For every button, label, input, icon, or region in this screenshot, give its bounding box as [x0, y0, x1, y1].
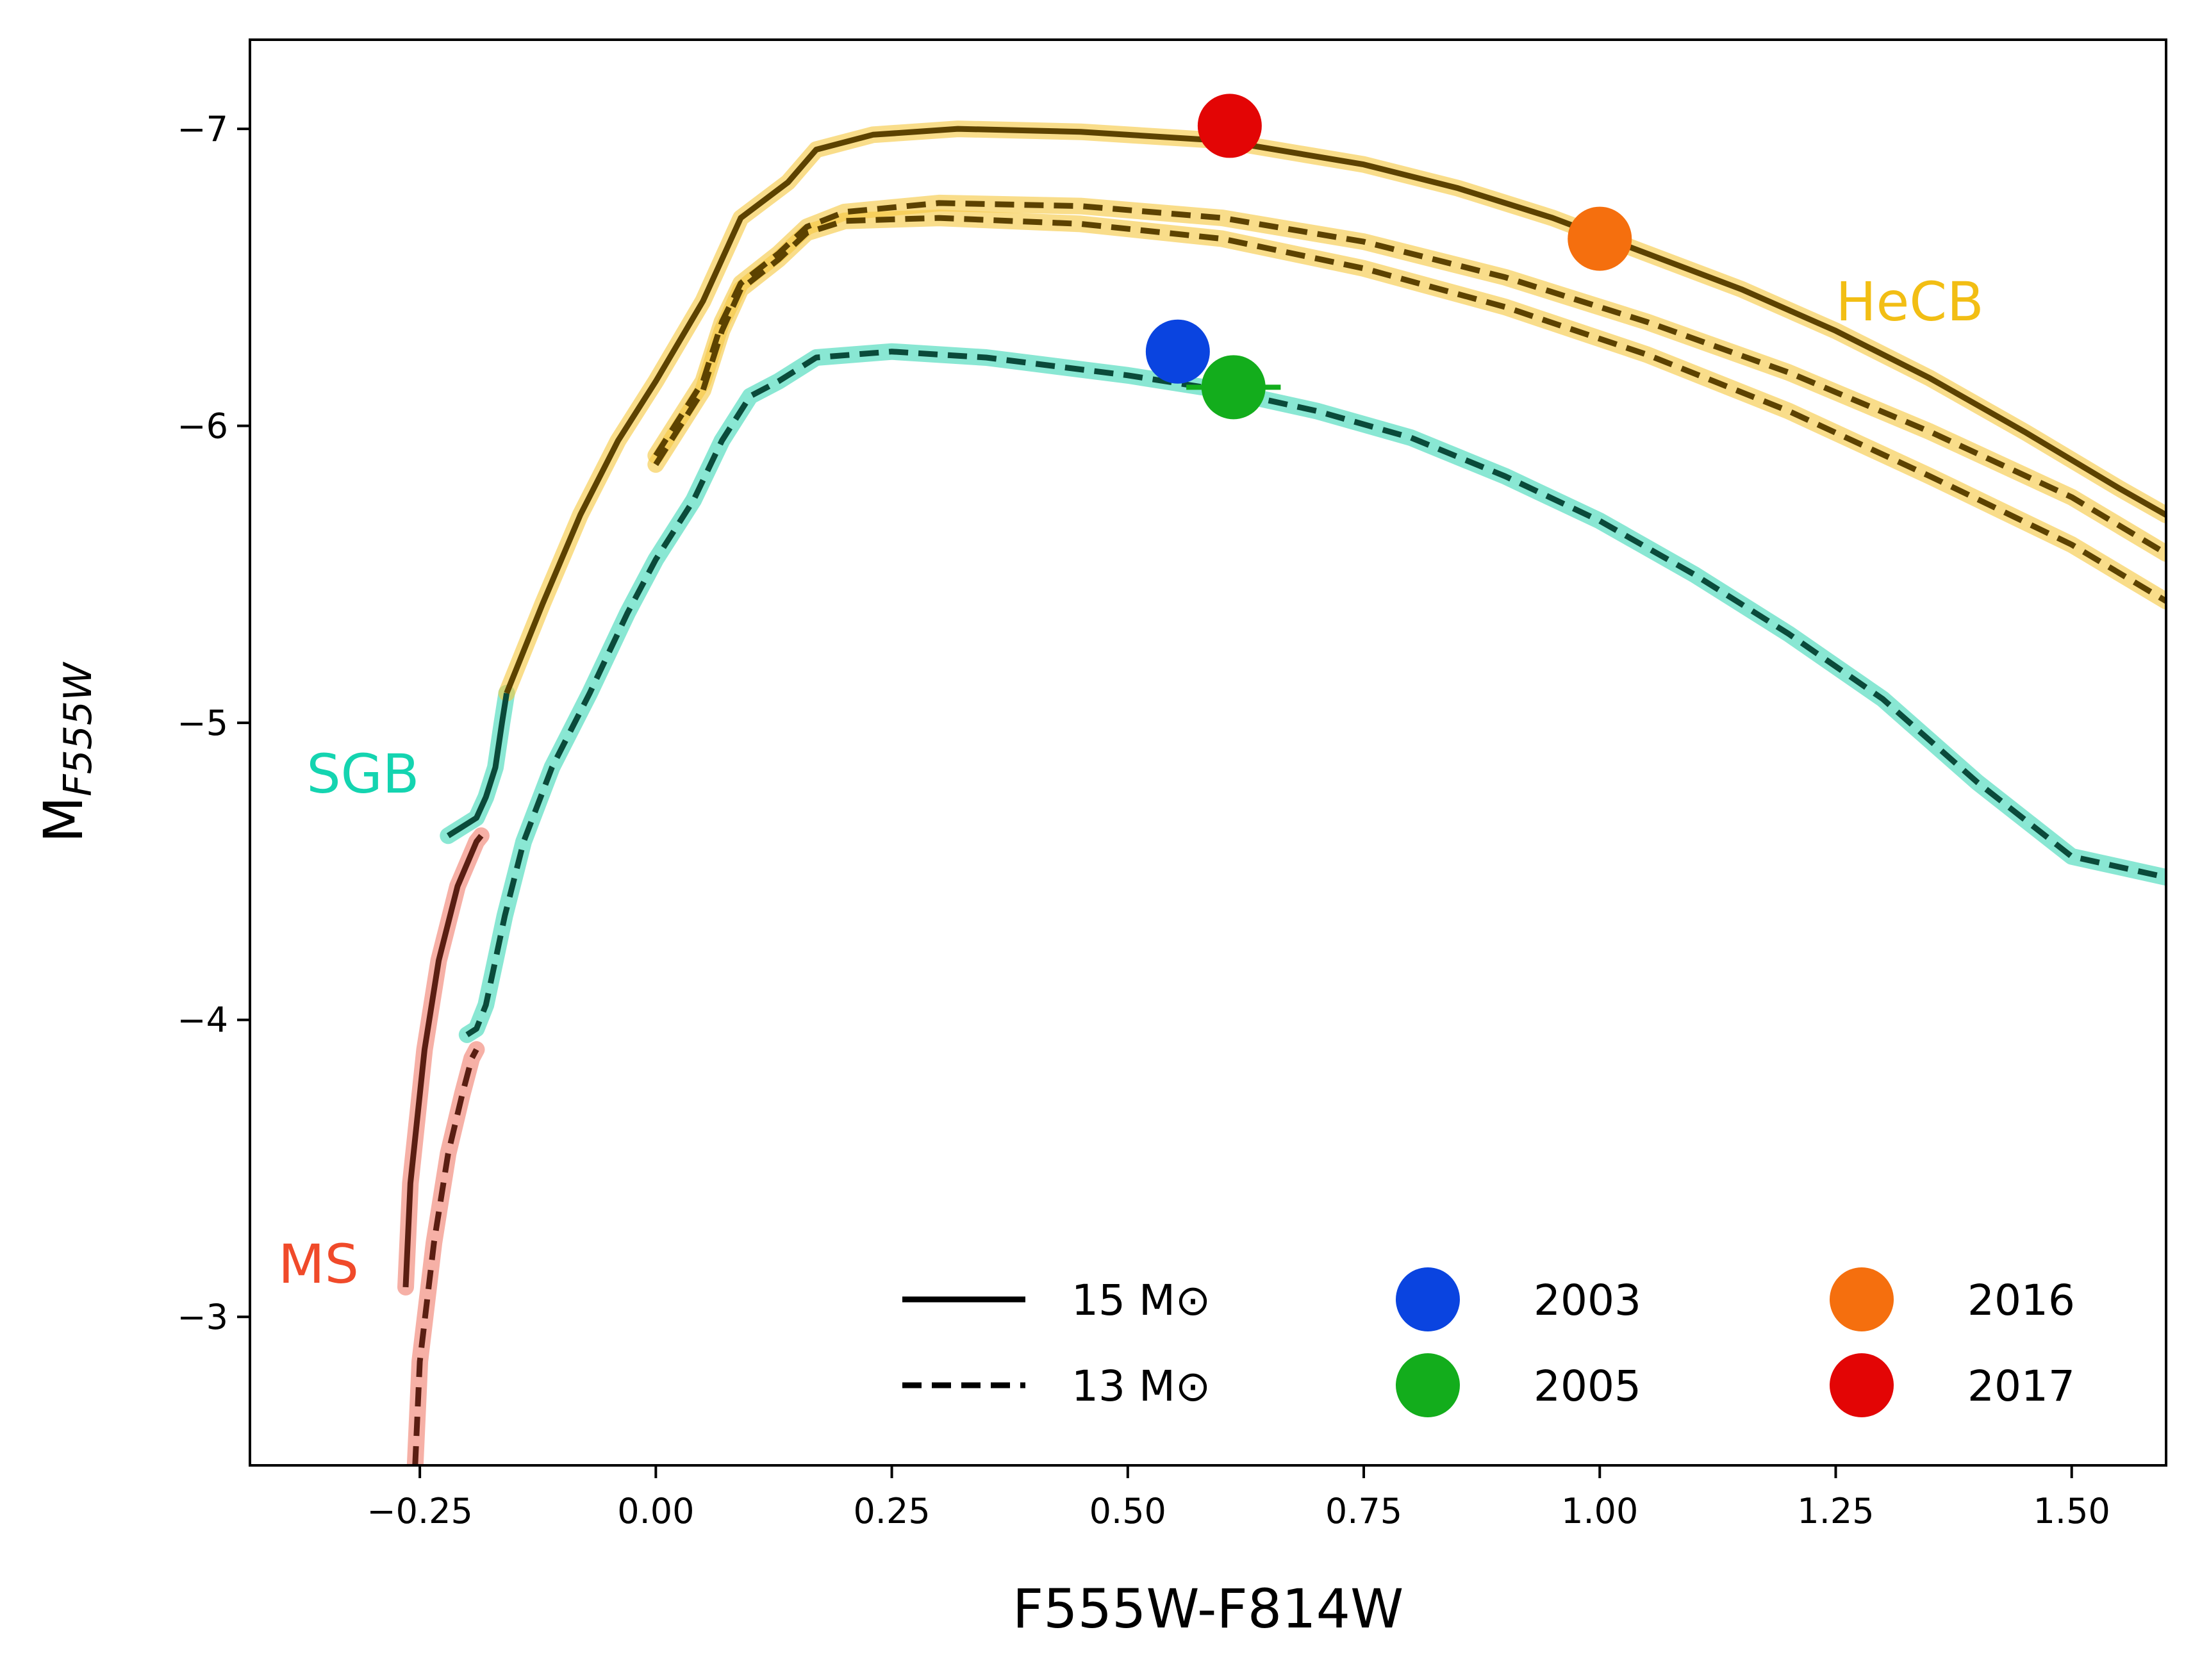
region-labels: MS SGB HeCB	[278, 270, 1983, 1296]
track-line-15msun-sgb-g1	[446, 693, 510, 839]
y-axis-label-main: M	[32, 796, 95, 843]
legend-marker-2017	[1830, 1353, 1894, 1417]
legend-label-2016: 2016	[1967, 1276, 2075, 1325]
x-tick-label: 1.50	[2033, 1491, 2110, 1531]
region-label-hecb: HeCB	[1835, 270, 1983, 333]
y-axis-label: MF555W	[32, 661, 101, 843]
legend-label-13msun: 13 M⊙	[1072, 1362, 1211, 1411]
obs-point-2003	[1145, 319, 1210, 384]
y-axis-label-subscript: F555W	[56, 661, 101, 796]
track-line-13msun-sgb-g1	[465, 349, 2166, 1037]
y-tick-label: −5	[177, 703, 228, 743]
y-tick-label: −4	[177, 1000, 228, 1041]
y-axis: −3 −4 −5 −6 −7	[177, 109, 250, 1337]
plot-frame	[249, 38, 2167, 1467]
isochrone-tracks	[397, 120, 2166, 1465]
x-tick-label: −0.25	[367, 1491, 472, 1531]
y-tick-label: −3	[177, 1297, 228, 1337]
legend-marker-2003	[1396, 1267, 1460, 1331]
y-tick-label: −7	[177, 109, 228, 149]
x-tick-label: 0.25	[853, 1491, 930, 1531]
legend-label-2017: 2017	[1967, 1362, 2075, 1411]
track-line-13msun-ms-g0	[412, 1048, 479, 1465]
x-tick-label: 0.00	[617, 1491, 694, 1531]
track-line-13msun-hecb-g3	[653, 215, 2166, 604]
legend-label-2003: 2003	[1534, 1276, 1641, 1325]
obs-point-2005	[1201, 355, 1266, 420]
legend-label-2005: 2005	[1534, 1362, 1641, 1411]
y-tick-label: −6	[177, 406, 228, 447]
x-axis-label: F555W-F814W	[1013, 1577, 1403, 1640]
track-line-15msun-hecb-g2	[504, 126, 2166, 695]
region-label-ms: MS	[278, 1233, 359, 1296]
x-tick-label: 0.75	[1325, 1491, 1402, 1531]
track-line-13msun-hecb-g2	[653, 200, 2166, 556]
track-line-15msun-ms-g0	[402, 834, 484, 1288]
x-axis: −0.25 0.00 0.25 0.50 0.75 1.00 1.25 1.50	[367, 1465, 2110, 1531]
region-label-sgb: SGB	[306, 743, 419, 805]
obs-point-2016	[1568, 206, 1632, 271]
legend-label-15msun: 15 M⊙	[1072, 1276, 1211, 1325]
x-tick-label: 1.25	[1797, 1491, 1874, 1531]
x-tick-label: 1.00	[1561, 1491, 1638, 1531]
legend-marker-2005	[1396, 1353, 1460, 1417]
observation-points	[1145, 94, 1632, 420]
legend: 15 M⊙ 13 M⊙ 2003 2005 2016 2017	[902, 1267, 2075, 1417]
obs-point-2017	[1197, 94, 1262, 158]
x-tick-label: 0.50	[1089, 1491, 1166, 1531]
legend-marker-2016	[1830, 1267, 1894, 1331]
